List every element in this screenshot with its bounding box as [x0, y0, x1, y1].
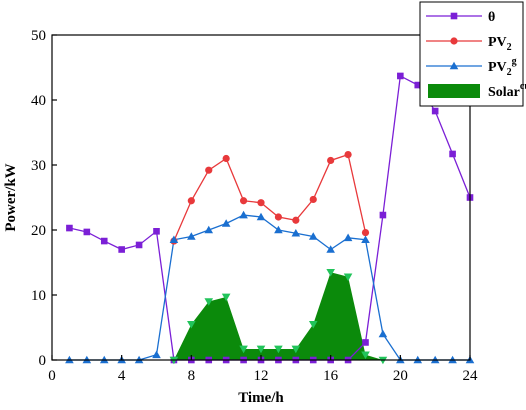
y-axis-label: Power/kW [3, 163, 19, 231]
pv2-point [205, 166, 213, 174]
theta-point [379, 211, 387, 219]
legend: θPV2PV2gSolarcur [419, 1, 526, 107]
pv2-point [274, 213, 283, 221]
x-tick-label: 24 [463, 368, 479, 384]
y-tick-label: 10 [31, 288, 46, 304]
legend-label-main: PV [488, 35, 507, 50]
y-tick-label: 50 [31, 28, 46, 44]
legend-label-main: Solar [488, 85, 520, 100]
series-area-solar [173, 272, 383, 360]
pv2g-point [256, 212, 266, 221]
solar-point [204, 298, 214, 306]
theta-point [362, 339, 369, 346]
theta-point [100, 237, 108, 245]
legend-entry-solar: Solarcur [488, 81, 526, 100]
legend-swatch-solar [428, 84, 480, 98]
pv2-point [239, 197, 248, 205]
solar-point [239, 345, 248, 354]
legend-label-main: PV [488, 60, 507, 75]
legend-label-sub: 2 [507, 67, 512, 78]
x-tick-label: 12 [254, 368, 269, 384]
pv2-point [309, 195, 317, 204]
solar-point [221, 293, 231, 302]
x-axis-label: Time/h [238, 390, 284, 406]
pv2-point [361, 229, 370, 237]
pv2-point [292, 216, 300, 224]
y-tick-label: 0 [39, 353, 47, 369]
axes-layer: 0 4 8 12 16 20 24 0 10 20 30 40 50 [31, 28, 478, 384]
legend-entry-pv2: PV2 [488, 35, 512, 53]
series-line-pv2 [173, 153, 367, 242]
series-line-pv2g [69, 214, 470, 361]
theta-point [414, 81, 422, 89]
solar-point [308, 320, 318, 329]
legend-entry-pv2g: PV2g [488, 56, 517, 78]
legend-marker [450, 37, 458, 45]
pv2-point [257, 199, 265, 207]
pv2-point [344, 151, 352, 159]
pv2g-point [343, 233, 353, 242]
solar-point [326, 268, 335, 277]
x-tick-label: 16 [323, 368, 339, 384]
pv2g-point [221, 219, 231, 227]
theta-point [449, 150, 456, 158]
solar-point [256, 345, 266, 354]
x-tick-label: 8 [188, 368, 196, 384]
solar-point [343, 273, 353, 282]
legend-label-sub: 2 [507, 42, 512, 53]
pv2g-point [378, 329, 388, 338]
theta-point [135, 241, 143, 249]
solar-point [291, 345, 301, 354]
x-tick-label: 20 [393, 368, 408, 384]
y-tick-label: 40 [31, 93, 46, 109]
pv2g-point [291, 228, 301, 237]
pv2g-point [169, 235, 179, 244]
pv2g-point [361, 235, 370, 244]
legend-label-main: θ [488, 10, 495, 25]
legend-entry-theta: θ [488, 10, 495, 25]
theta-point [397, 72, 404, 80]
x-tick-label: 0 [48, 368, 56, 384]
pv2g-point [326, 245, 335, 253]
series-layer [65, 72, 475, 365]
pv2-point [327, 156, 335, 165]
series-line-theta [69, 74, 471, 361]
pv2g-point [274, 225, 283, 234]
theta-point [118, 246, 125, 253]
theta-point [153, 228, 160, 235]
pv2g-point [308, 232, 318, 240]
solar-point [274, 345, 283, 354]
theta-point [83, 228, 91, 236]
theta-point [431, 107, 439, 115]
legend-label-sup: cur [520, 81, 526, 92]
pv2g-point [204, 225, 214, 234]
pv2-point [187, 197, 195, 205]
pv2g-point [187, 232, 196, 240]
plot-frame [51, 34, 471, 361]
legend-marker [449, 61, 459, 70]
solar-point [187, 320, 196, 329]
legend-label-sup: g [512, 56, 517, 67]
solar-point [361, 351, 370, 360]
pv2g-point [239, 210, 248, 219]
pv2-point [222, 154, 230, 163]
pv2g-point [152, 350, 161, 359]
y-tick-label: 30 [31, 158, 46, 174]
y-tick-label: 20 [31, 223, 46, 239]
legend-marker [450, 12, 458, 20]
x-tick-label: 4 [118, 368, 126, 384]
theta-point [66, 224, 73, 232]
